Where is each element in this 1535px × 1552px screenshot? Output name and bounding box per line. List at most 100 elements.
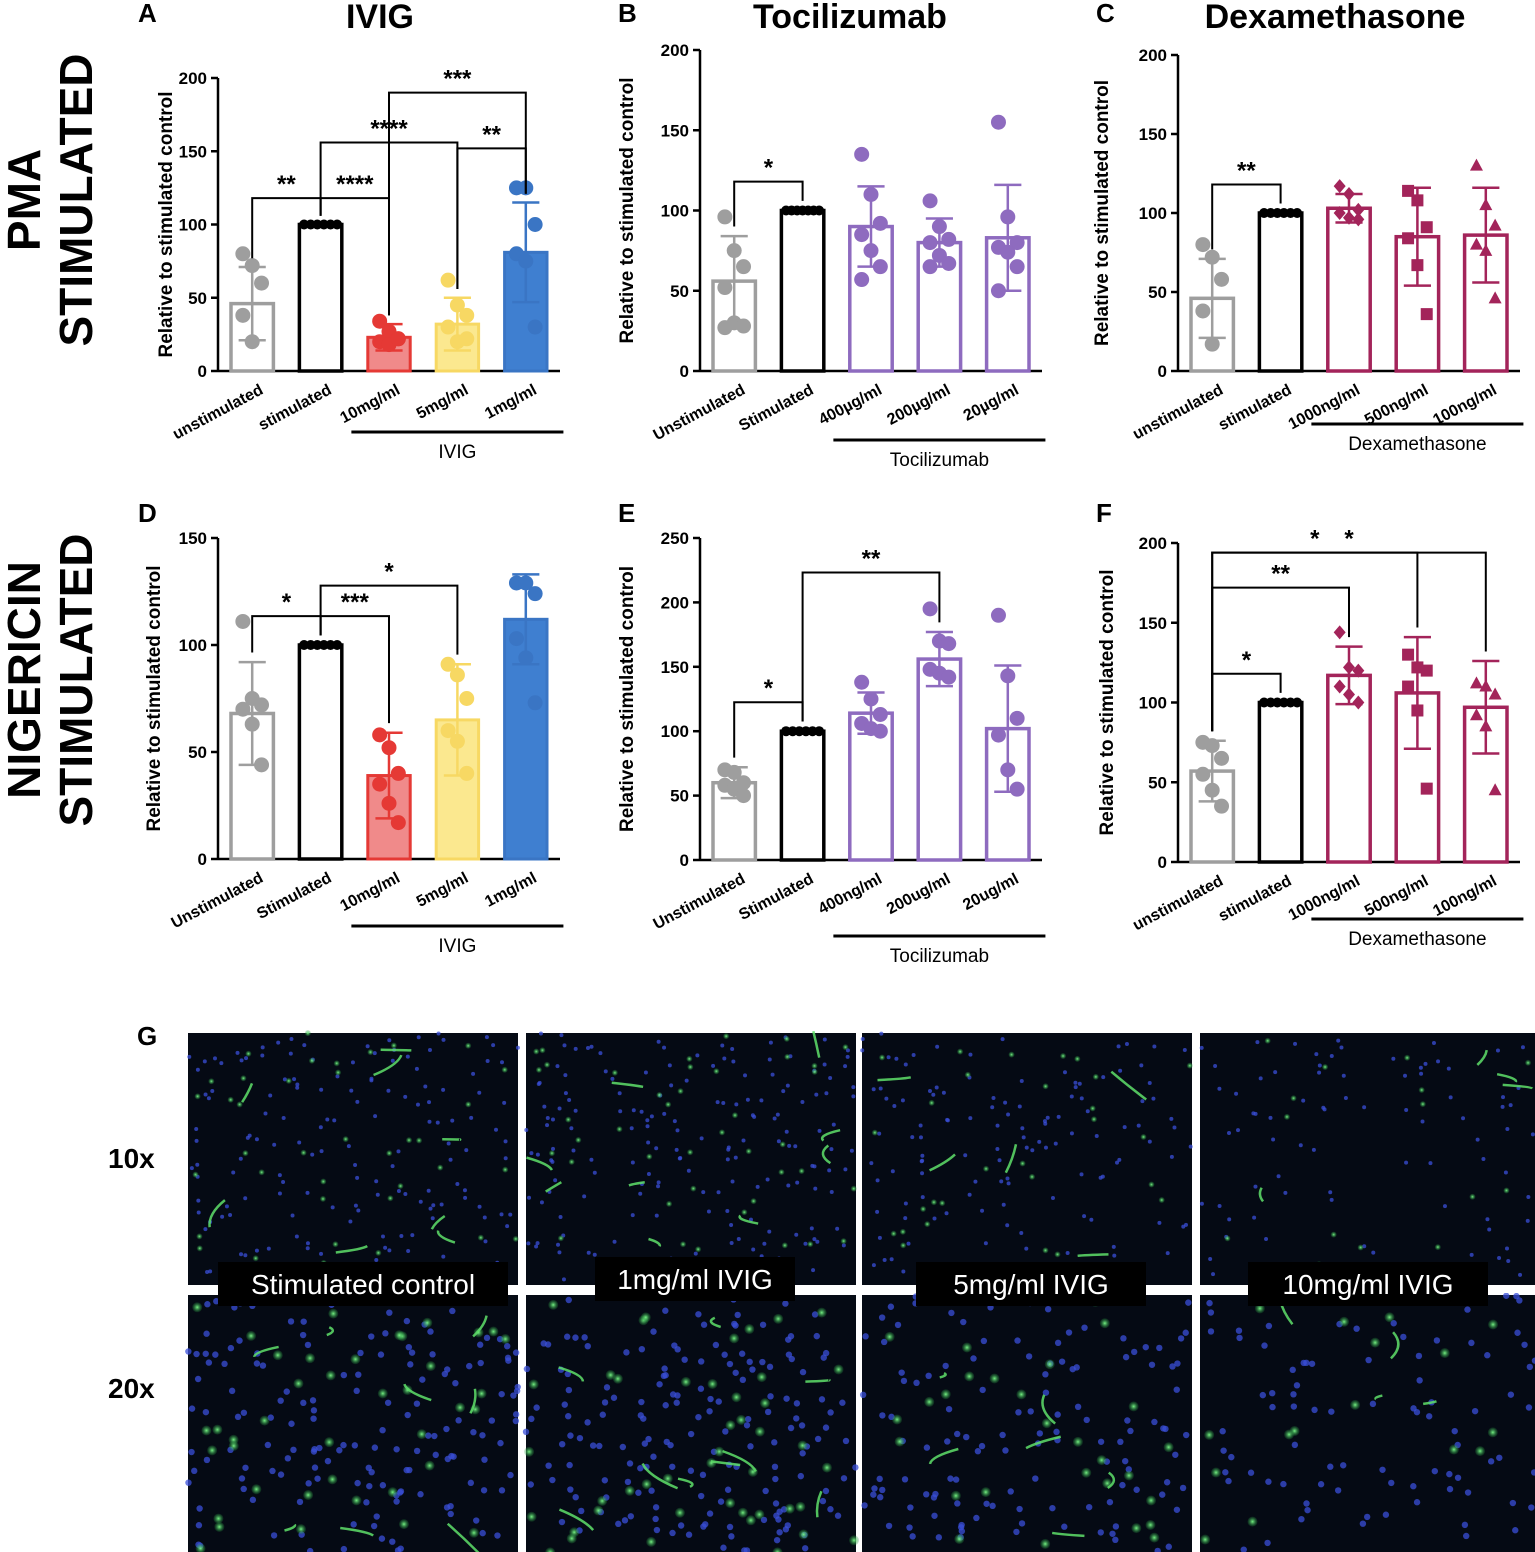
nucleus-dot	[281, 1180, 286, 1185]
x-tick-label: stimulated	[256, 382, 335, 435]
nucleus-dot	[304, 1341, 312, 1349]
nucleus-dot	[1213, 1064, 1218, 1069]
nucleus-dot	[860, 1048, 865, 1053]
nucleus-dot	[368, 1468, 375, 1476]
nucleus-dot	[287, 1318, 295, 1325]
nucleus-dot	[563, 1073, 568, 1078]
nucleus-dot	[1154, 1547, 1161, 1552]
nucleus-dot	[851, 1094, 856, 1099]
nucleus-dot	[221, 1360, 228, 1368]
cell-dot	[1019, 1160, 1026, 1167]
nucleus-dot	[697, 1385, 705, 1392]
nucleus-dot	[526, 1241, 531, 1246]
cell-dot	[964, 1371, 975, 1382]
nucleus-dot	[762, 1241, 767, 1246]
nucleus-dot	[1085, 1109, 1090, 1114]
nucleus-dot	[880, 1338, 888, 1346]
nucleus-dot	[504, 1354, 512, 1362]
cell-dot	[296, 1524, 307, 1535]
y-axis-label: Relative to stimulated control	[1097, 569, 1118, 835]
nucleus-dot	[1328, 1190, 1333, 1195]
nucleus-dot	[455, 1181, 460, 1186]
nucleus-dot	[1283, 1190, 1288, 1195]
cell-dot	[308, 1057, 315, 1064]
nucleus-dot	[954, 1430, 961, 1438]
x-tick-label: 10mg/ml	[338, 382, 403, 427]
nucleus-dot	[878, 1086, 883, 1091]
cell-dot	[1145, 1519, 1156, 1530]
y-tick-label: 50	[1148, 283, 1167, 302]
nucleus-dot	[390, 1058, 395, 1063]
data-point	[854, 674, 870, 690]
data-point	[1402, 680, 1415, 693]
nucleus-dot	[1365, 1356, 1372, 1364]
nucleus-dot	[743, 1073, 748, 1078]
nucleus-dot	[473, 1517, 480, 1524]
nucleus-dot	[239, 1252, 244, 1257]
nucleus-dot	[203, 1092, 208, 1097]
nucleus-dot	[464, 1148, 469, 1153]
cell-dot	[502, 1166, 509, 1173]
nucleus-dot	[722, 1428, 729, 1435]
cell-projection	[1107, 1471, 1116, 1490]
cell-dot	[387, 1487, 398, 1498]
nucleus-dot	[638, 1345, 646, 1353]
nucleus-dot	[289, 1036, 294, 1041]
nucleus-dot	[1112, 1536, 1119, 1544]
data-point	[518, 650, 534, 666]
nucleus-dot	[827, 1506, 834, 1513]
nucleus-dot	[630, 1213, 635, 1218]
nucleus-dot	[351, 1442, 359, 1449]
nucleus-dot	[1261, 1342, 1268, 1349]
cell-dot	[397, 1183, 404, 1190]
x-tick-label: 1000ng/ml	[1286, 382, 1363, 434]
nucleus-dot	[699, 1471, 707, 1479]
cell-dot	[687, 1149, 694, 1156]
panel-letter: B	[618, 0, 637, 28]
nucleus-dot	[1112, 1523, 1120, 1530]
nucleus-dot	[1487, 1458, 1495, 1465]
bar	[1326, 673, 1372, 864]
nucleus-dot	[354, 1479, 361, 1487]
data-point	[1292, 697, 1303, 708]
y-axis-label: Relative to stimulated control	[1092, 80, 1113, 346]
data-point	[1009, 235, 1025, 251]
cell-dot	[236, 1101, 243, 1108]
data-point	[527, 695, 543, 711]
nucleus-dot	[396, 1188, 401, 1193]
cell-projection	[812, 1030, 821, 1058]
nucleus-dot	[504, 1342, 511, 1350]
cell-dot	[1042, 1083, 1049, 1090]
nucleus-dot	[669, 1083, 674, 1088]
nucleus-dot	[1298, 1143, 1303, 1148]
nucleus-dot	[1172, 1125, 1177, 1130]
cell-dot	[416, 1137, 423, 1144]
cell-dot	[422, 1317, 433, 1328]
nucleus-dot	[447, 1510, 454, 1518]
cell-dot	[387, 1195, 394, 1202]
data-point	[854, 227, 870, 243]
cell-dot	[1290, 1095, 1297, 1102]
y-tick-label: 50	[188, 289, 207, 308]
nucleus-dot	[623, 1349, 630, 1356]
nucleus-dot	[901, 1269, 906, 1274]
nucleus-dot	[553, 1178, 558, 1183]
cell-dot	[924, 1221, 931, 1228]
nucleus-dot	[340, 1441, 347, 1449]
x-tick-label: 5mg/ml	[414, 382, 471, 423]
nucleus-dot	[1462, 1532, 1470, 1540]
nucleus-dot	[557, 1250, 562, 1255]
cell-dot	[677, 1088, 684, 1095]
nucleus-dot	[889, 1257, 894, 1262]
nucleus-dot	[931, 1512, 938, 1519]
nucleus-dot	[310, 1415, 317, 1422]
data-point	[922, 259, 938, 275]
nucleus-dot	[498, 1390, 505, 1398]
cell-dot	[783, 1035, 790, 1042]
nucleus-dot	[1005, 1223, 1010, 1228]
nucleus-dot	[991, 1095, 996, 1100]
nucleus-dot	[589, 1442, 597, 1449]
cell-dot	[760, 1398, 771, 1409]
cell-projection	[430, 1214, 446, 1230]
nucleus-dot	[469, 1115, 474, 1120]
